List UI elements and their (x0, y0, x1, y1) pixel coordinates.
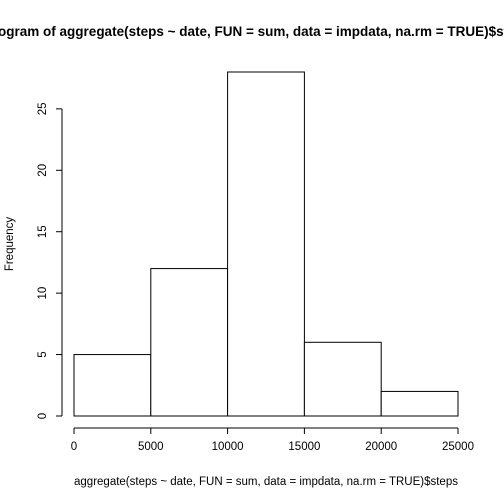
chart-title: Histogram of aggregate(steps ~ date, FUN… (0, 24, 504, 39)
x-tick-label: 10000 (212, 441, 244, 453)
y-tick-label: 25 (37, 102, 49, 115)
histogram-bar (304, 342, 381, 416)
y-tick-label: 20 (37, 164, 49, 177)
y-axis-title: Frequency (4, 217, 16, 272)
histogram-bar (228, 72, 305, 416)
y-axis: 0 5 10 15 20 25 (37, 102, 62, 419)
x-tick-label: 25000 (442, 441, 474, 453)
x-tick-label: 15000 (288, 441, 320, 453)
y-tick-label: 0 (37, 413, 49, 419)
y-tick-label: 5 (37, 351, 49, 357)
x-axis-title: aggregate(steps ~ date, FUN = sum, data … (74, 476, 458, 488)
x-tick-label: 20000 (365, 441, 397, 453)
x-tick-label: 5000 (138, 441, 164, 453)
histogram-bar (381, 391, 458, 416)
y-tick-label: 10 (37, 287, 49, 300)
x-axis: 0 5000 10000 15000 20000 25000 (71, 428, 474, 453)
x-tick-label: 0 (71, 441, 77, 453)
bars-group (74, 72, 458, 416)
histogram-bar (151, 269, 228, 416)
histogram-bar (74, 355, 151, 416)
y-tick-label: 15 (37, 225, 49, 238)
